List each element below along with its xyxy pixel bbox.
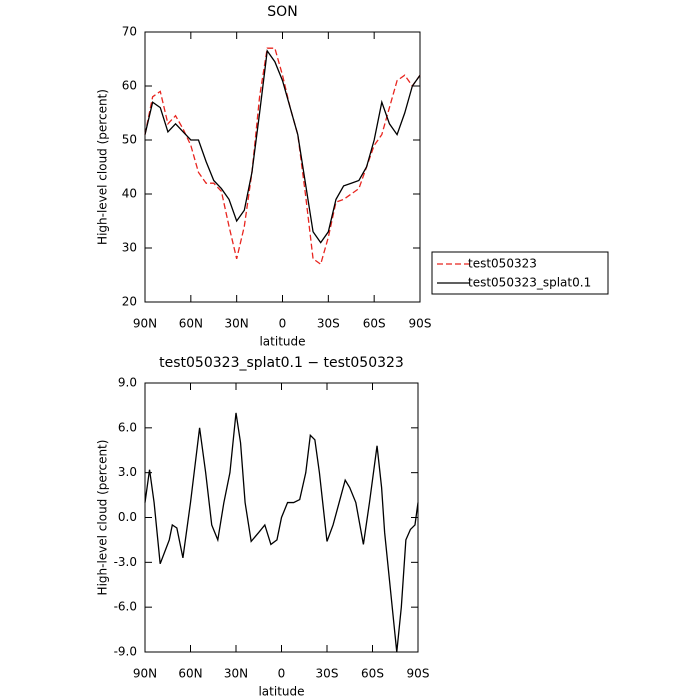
x-axis-label: latitude — [258, 685, 304, 699]
x-tick-label: 60S — [361, 667, 384, 681]
y-tick-label: 0.0 — [118, 510, 137, 524]
y-tick-label: 50 — [122, 133, 137, 147]
x-tick-label: 0 — [279, 317, 287, 331]
y-tick-label: -9.0 — [114, 645, 137, 659]
x-tick-label: 30N — [225, 317, 249, 331]
y-tick-label: -6.0 — [114, 600, 137, 614]
y-tick-label: -3.0 — [114, 555, 137, 569]
x-axis-label: latitude — [259, 335, 305, 349]
data-line — [144, 49, 421, 244]
x-tick-label: 0 — [278, 667, 286, 681]
y-tick-label: 20 — [122, 295, 137, 309]
y-tick-label: 60 — [122, 79, 137, 93]
x-tick-label: 60N — [178, 667, 202, 681]
y-tick-label: 40 — [122, 187, 137, 201]
legend-label: test050323 — [468, 257, 537, 271]
data-line — [144, 412, 419, 653]
y-axis-label: High-level cloud (percent) — [96, 440, 110, 596]
x-tick-label: 30S — [316, 667, 339, 681]
x-tick-label: 90N — [133, 667, 157, 681]
x-tick-label: 90S — [409, 317, 432, 331]
x-tick-label: 30N — [224, 667, 248, 681]
x-tick-label: 90S — [407, 667, 430, 681]
x-tick-label: 60S — [363, 317, 386, 331]
y-tick-label: 30 — [122, 241, 137, 255]
legend-label: test050323_splat0.1 — [468, 276, 591, 290]
x-tick-label: 30S — [317, 317, 340, 331]
y-tick-label: 9.0 — [118, 376, 137, 390]
chart-title: test050323_splat0.1 − test050323 — [159, 355, 404, 371]
legend-box — [431, 251, 609, 295]
plot-frame — [144, 31, 421, 303]
y-tick-label: 6.0 — [118, 420, 137, 434]
y-axis-label: High-level cloud (percent) — [96, 89, 110, 245]
x-tick-label: 60N — [179, 317, 203, 331]
y-tick-label: 70 — [122, 25, 137, 39]
x-tick-label: 90N — [133, 317, 157, 331]
chart-title: SON — [267, 4, 297, 20]
y-tick-label: 3.0 — [118, 465, 137, 479]
